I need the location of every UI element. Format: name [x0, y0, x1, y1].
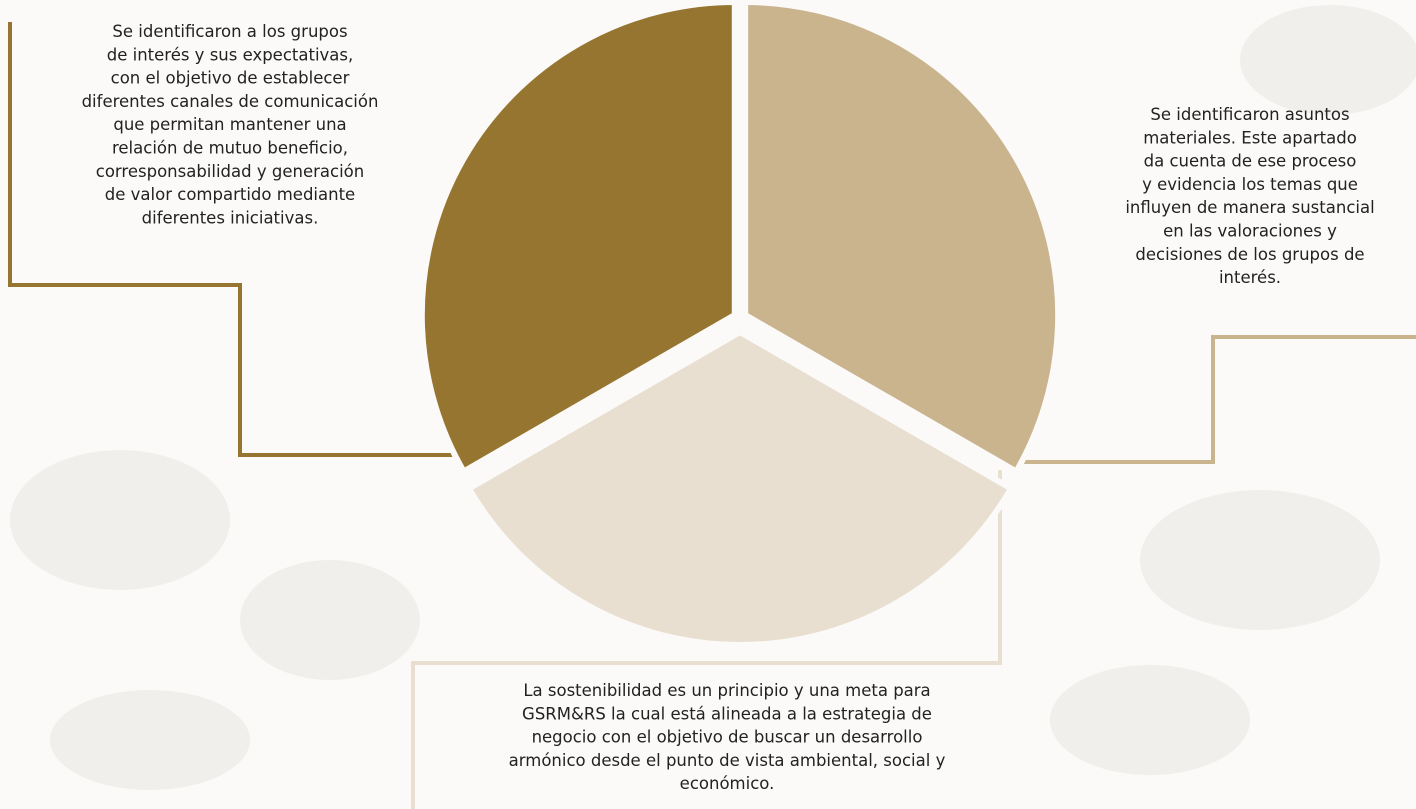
text-line: económico.: [680, 774, 775, 793]
text-line: decisiones de los grupos de: [1135, 245, 1364, 264]
text-line: corresponsabilidad y generación: [96, 162, 364, 181]
text-line: en las valoraciones y: [1163, 222, 1337, 241]
pie-segment: [418, 0, 738, 476]
text-line: de valor compartido mediante: [105, 185, 355, 204]
connectors: [8, 22, 1416, 809]
text-line: diferentes canales de comunicación: [82, 92, 379, 111]
text-line: relación de mutuo beneficio,: [112, 139, 348, 158]
text-line: Se identificaron asuntos: [1150, 105, 1349, 124]
pie: [418, 0, 1062, 648]
text-blocks: Se identificaron a los grupos de interés …: [82, 22, 1375, 793]
background-pattern: [10, 5, 1416, 790]
text-line: influyen de manera sustancial: [1125, 198, 1374, 217]
text-line: con el objetivo de establecer: [111, 69, 350, 88]
text-line: GSRM&RS la cual está alineada a la estra…: [522, 704, 932, 723]
text-line: negocio con el objetivo de buscar un des…: [532, 728, 923, 747]
text-line: que permitan mantener una: [113, 115, 346, 134]
pie-segment: [742, 0, 1062, 476]
text-line: armónico desde el punto de vista ambient…: [509, 751, 946, 770]
text-line: da cuenta de ese proceso: [1144, 152, 1357, 171]
text-line: interés.: [1219, 268, 1281, 287]
text-line: La sostenibilidad es un principio y una …: [523, 681, 930, 700]
text-line: y evidencia los temas que: [1142, 175, 1358, 194]
text-line: de interés y sus expectativas,: [107, 45, 354, 64]
text-line: Se identificaron a los grupos: [112, 22, 347, 41]
pie-segment: [464, 328, 1016, 648]
text-line: diferentes iniciativas.: [142, 208, 319, 227]
text-line: materiales. Este apartado: [1143, 128, 1357, 147]
